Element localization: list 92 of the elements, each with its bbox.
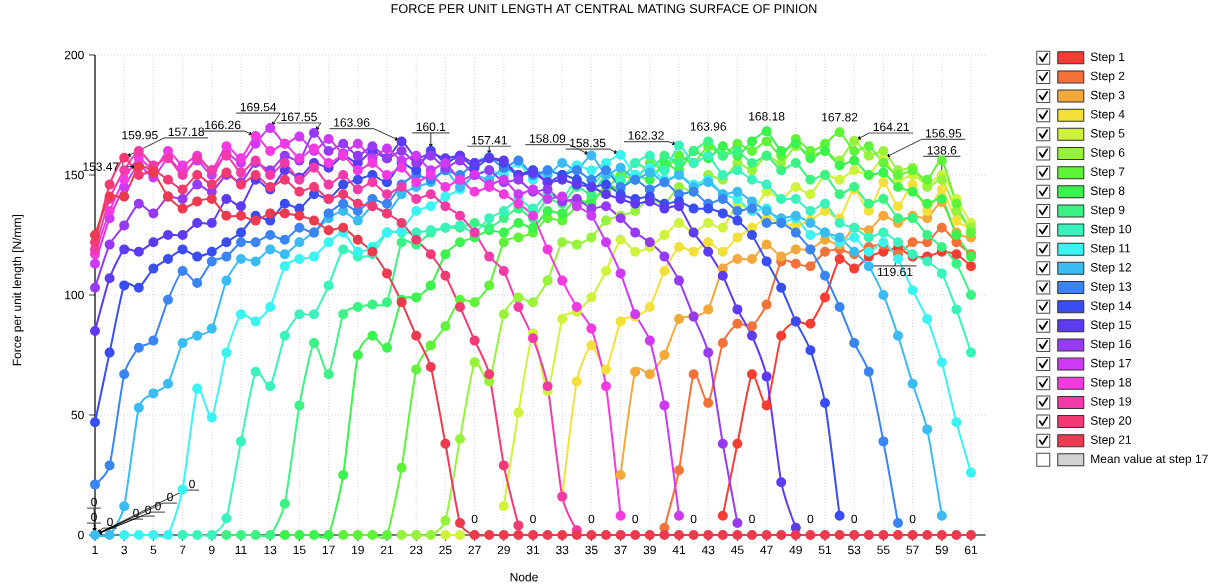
annotation: 0	[690, 514, 697, 524]
legend-label: Step 6	[1090, 148, 1125, 160]
legend-label: Step 15	[1090, 320, 1132, 332]
annotation: 0	[851, 514, 858, 524]
x-tick-label: 9	[209, 545, 215, 555]
legend-label: Step 1	[1090, 52, 1125, 64]
annotation: 168.18	[749, 112, 785, 121]
x-tick-label: 19	[352, 545, 364, 555]
x-tick-label: 27	[468, 545, 481, 555]
legend-label: Step 2	[1090, 71, 1125, 83]
legend-label: Step 9	[1090, 205, 1125, 217]
annotation: 0	[145, 505, 151, 515]
annotation: 158.35	[570, 138, 606, 148]
x-tick-label: 49	[789, 545, 802, 555]
x-tick-label: 13	[264, 545, 277, 555]
y-axis-title: Force per unit length [N/mm]	[12, 215, 24, 366]
legend-label: Step 5	[1090, 129, 1125, 140]
legend-label: Mean value at step 17	[1091, 454, 1208, 466]
annotation: 169.54	[240, 102, 277, 112]
annotation: 159.95	[122, 130, 158, 140]
annotation: 167.82	[822, 112, 858, 122]
x-tick-label: 55	[877, 545, 890, 555]
x-tick-label: 43	[701, 545, 715, 555]
legend-label: Step 20	[1090, 416, 1132, 428]
annotation: 138.6	[927, 146, 957, 155]
x-tick-label: 53	[848, 545, 861, 555]
legend-label: Step 3	[1090, 90, 1125, 102]
x-tick-label: 37	[614, 545, 627, 555]
annotation: 158.09	[529, 134, 566, 143]
legend-label: Step 21	[1090, 435, 1132, 447]
legend-label: Step 13	[1090, 282, 1132, 294]
x-tick-label: 15	[293, 545, 306, 555]
legend-label: Step 4	[1090, 109, 1125, 121]
legend-label: Step 7	[1090, 167, 1125, 179]
x-tick-label: 51	[818, 545, 832, 555]
annotation: 164.21	[873, 122, 909, 132]
annotation: 0	[749, 514, 755, 524]
legend-label: Step 16	[1090, 339, 1132, 351]
annotation: 167.55	[281, 112, 317, 122]
x-tick-label: 21	[380, 545, 394, 555]
annotation: 0	[909, 514, 916, 524]
legend-label: Step 8	[1090, 186, 1125, 198]
x-tick-label: 31	[526, 545, 540, 555]
chart-title: FORCE PER UNIT LENGTH AT CENTRAL MATING SURFACE OF PINION	[391, 4, 817, 14]
annotation: 157.18	[168, 127, 205, 137]
legend-label: Step 18	[1090, 378, 1132, 389]
annotation: 156.95	[925, 129, 962, 138]
y-tick-label: 100	[65, 290, 84, 300]
annotation: 0	[471, 514, 478, 524]
x-tick-label: 61	[964, 545, 978, 555]
x-tick-label: 57	[906, 545, 919, 555]
x-tick-label: 25	[439, 545, 452, 555]
legend-label: Step 11	[1090, 243, 1131, 255]
x-tick-label: 47	[760, 545, 773, 554]
annotation: 163.96	[690, 122, 727, 131]
annotation: 0	[133, 508, 139, 518]
x-tick-label: 59	[935, 545, 948, 555]
annotation: 0	[107, 517, 113, 527]
annotation: 163.96	[334, 118, 370, 127]
annotation: 162.32	[628, 131, 664, 140]
x-tick-label: 35	[585, 545, 598, 555]
annotation: 166.26	[205, 120, 241, 130]
annotation: 0	[632, 514, 639, 524]
x-tick-label: 23	[410, 545, 423, 555]
annotation: 0	[530, 514, 536, 524]
y-tick-label: 200	[64, 50, 84, 60]
x-tick-label: 3	[121, 545, 128, 555]
legend-label: Step 19	[1090, 397, 1132, 409]
x-tick-label: 29	[497, 545, 510, 555]
x-tick-label: 17	[322, 545, 335, 554]
annotation: 0	[588, 514, 595, 524]
y-tick-label: 150	[65, 170, 84, 180]
legend-label: Step 17	[1090, 358, 1132, 370]
x-tick-label: 5	[150, 545, 157, 555]
x-tick-label: 39	[643, 545, 656, 555]
x-tick-label: 33	[555, 545, 569, 555]
annotation: 157.41	[471, 136, 507, 145]
x-tick-label: 7	[179, 545, 186, 554]
legend-label: Step 10	[1090, 224, 1132, 236]
legend-label: Step 12	[1090, 263, 1132, 274]
x-tick-label: 45	[731, 545, 744, 555]
annotation: 0	[167, 492, 173, 502]
x-tick-label: 1	[92, 545, 98, 554]
legend-label: Step 14	[1090, 301, 1132, 313]
y-tick-label: 0	[78, 530, 84, 540]
x-tick-label: 41	[672, 545, 686, 554]
annotation: 160.1	[416, 122, 446, 132]
annotation: 0	[189, 479, 195, 489]
annotation: 0	[807, 514, 814, 524]
x-tick-label: 11	[235, 545, 247, 554]
y-tick-label: 50	[71, 410, 84, 420]
x-axis-title: Node	[510, 572, 538, 582]
